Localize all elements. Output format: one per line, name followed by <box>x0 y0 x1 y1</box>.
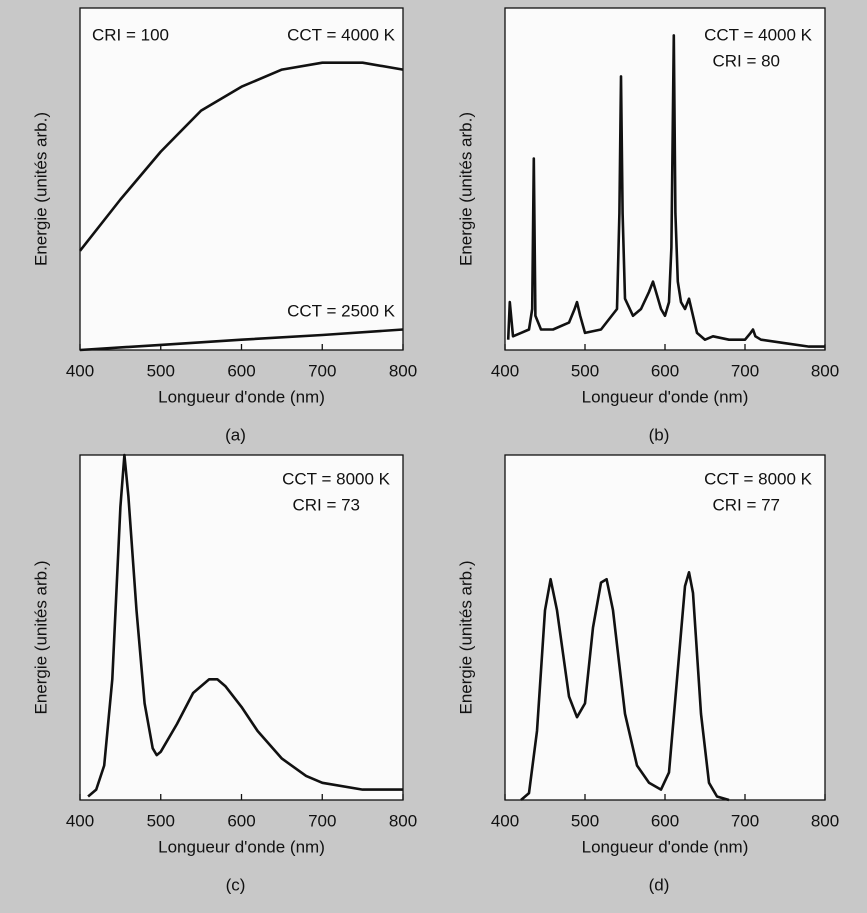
y-axis-label: Energie (unités arb.) <box>31 112 50 266</box>
y-axis-label: Energie (unités arb.) <box>456 560 475 714</box>
panel-label: (a) <box>225 425 246 444</box>
spectrum-line <box>87 453 403 798</box>
x-tick-label: 800 <box>811 361 839 380</box>
panel-label: (d) <box>649 875 670 894</box>
panel-label: (b) <box>649 425 670 444</box>
x-tick-label: 400 <box>66 361 94 380</box>
annotation: CRI = 77 <box>712 495 780 514</box>
plot-frame <box>79 7 404 351</box>
x-tick-label: 600 <box>651 361 679 380</box>
x-tick-label: 400 <box>66 811 94 830</box>
x-tick-label: 600 <box>227 811 255 830</box>
x-tick-label: 700 <box>731 361 759 380</box>
x-tick-label: 800 <box>389 811 417 830</box>
spectrum-line <box>506 34 825 348</box>
spectrum-line <box>78 61 404 252</box>
x-tick-label: 400 <box>491 811 519 830</box>
annotation: CCT = 4000 K <box>287 25 396 44</box>
x-tick-label: 400 <box>491 361 519 380</box>
x-axis-label: Longueur d'onde (nm) <box>158 387 325 406</box>
x-tick-label: 800 <box>811 811 839 830</box>
x-tick-label: 700 <box>308 811 336 830</box>
x-tick-label: 500 <box>571 361 599 380</box>
x-tick-label: 700 <box>308 361 336 380</box>
y-axis-label: Energie (unités arb.) <box>31 560 50 714</box>
annotation: CRI = 100 <box>92 25 169 44</box>
x-axis-label: Longueur d'onde (nm) <box>582 387 749 406</box>
annotation: CRI = 80 <box>712 51 780 70</box>
x-tick-label: 500 <box>571 811 599 830</box>
annotation: CCT = 8000 K <box>704 469 813 488</box>
plot-frame <box>79 454 404 801</box>
annotation: CCT = 4000 K <box>704 25 813 44</box>
x-tick-label: 800 <box>389 361 417 380</box>
annotation: CCT = 2500 K <box>287 301 396 320</box>
y-axis-label: Energie (unités arb.) <box>456 112 475 266</box>
spectrum-line <box>520 571 730 802</box>
x-tick-label: 600 <box>227 361 255 380</box>
x-tick-label: 500 <box>147 811 175 830</box>
x-tick-label: 700 <box>731 811 759 830</box>
spectrum-line <box>79 328 404 352</box>
x-axis-label: Longueur d'onde (nm) <box>582 837 749 856</box>
annotation: CCT = 8000 K <box>282 469 391 488</box>
x-tick-label: 500 <box>147 361 175 380</box>
x-tick-label: 600 <box>651 811 679 830</box>
x-axis-label: Longueur d'onde (nm) <box>158 837 325 856</box>
annotation: CRI = 73 <box>292 495 360 514</box>
panel-label: (c) <box>226 875 246 894</box>
